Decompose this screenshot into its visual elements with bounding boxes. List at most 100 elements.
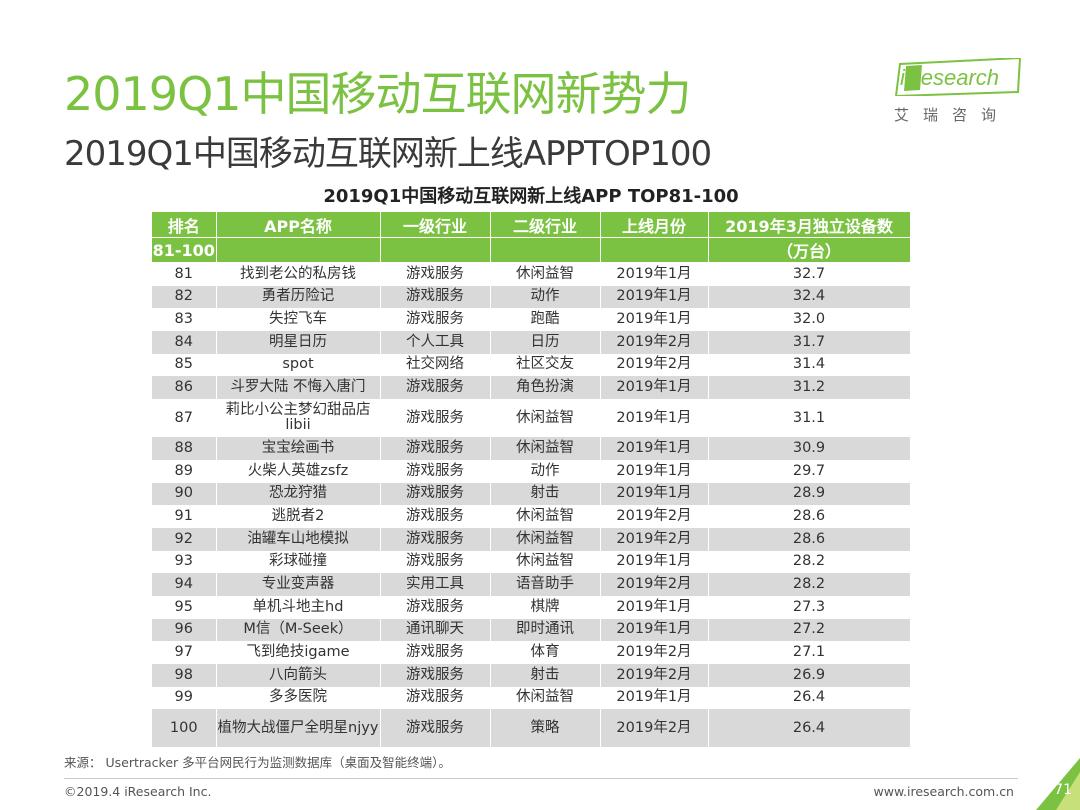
cell-level2: 休闲益智 (490, 505, 601, 528)
table-row: 82 勇者历险记 游戏服务 动作 2019年1月 32.4 (152, 285, 911, 309)
table-row: 83 失控飞车 游戏服务 跑酷 2019年1月 32.0 (152, 308, 911, 332)
header-app-name: APP名称 (216, 212, 381, 238)
header-level1: 一级行业 (380, 212, 491, 238)
cell-level1: 游戏服务 (380, 262, 491, 286)
cell-value: 28.2 (708, 550, 911, 574)
cell-value: 26.4 (708, 686, 911, 710)
cell-name: 专业变声器 (216, 573, 381, 596)
cell-month: 2019年1月 (600, 376, 709, 400)
cell-name: 失控飞车 (216, 308, 381, 332)
cell-value: 27.3 (708, 595, 911, 619)
cell-month: 2019年1月 (600, 595, 709, 619)
cell-name: spot (216, 353, 381, 377)
cell-rank: 87 (152, 399, 217, 438)
cell-month: 2019年1月 (600, 618, 709, 642)
cell-level2: 射击 (490, 482, 601, 506)
cell-value: 31.1 (708, 399, 911, 438)
website-url: www.iresearch.com.cn (873, 784, 1015, 799)
cell-value: 26.4 (708, 709, 911, 748)
cell-rank: 90 (152, 482, 217, 506)
ranking-table: 排名 APP名称 一级行业 二级行业 上线月份 2019年3月独立设备数 81-… (152, 212, 911, 748)
cell-value: 28.2 (708, 573, 911, 596)
cell-value: 32.7 (708, 262, 911, 286)
cell-level2: 策略 (490, 709, 601, 748)
table-row: 91 逃脱者2 游戏服务 休闲益智 2019年2月 28.6 (152, 505, 911, 528)
cell-rank: 91 (152, 505, 217, 528)
cell-level2: 社区交友 (490, 353, 601, 377)
cell-level2: 休闲益智 (490, 399, 601, 438)
cell-level2: 日历 (490, 331, 601, 354)
header-level2: 二级行业 (490, 212, 601, 238)
header-rank-range: 81-100 (152, 237, 217, 263)
cell-level1: 游戏服务 (380, 527, 491, 551)
cell-rank: 94 (152, 573, 217, 596)
cell-month: 2019年2月 (600, 331, 709, 354)
cell-value: 31.2 (708, 376, 911, 400)
cell-month: 2019年1月 (600, 550, 709, 574)
header-unit: （万台） (708, 237, 911, 263)
cell-rank: 92 (152, 527, 217, 551)
cell-rank: 82 (152, 285, 217, 309)
cell-name: 明星日历 (216, 331, 381, 354)
cell-name: 单机斗地主hd (216, 595, 381, 619)
cell-name: 飞到绝技igame (216, 641, 381, 664)
table-row: 98 八向箭头 游戏服务 射击 2019年2月 26.9 (152, 664, 911, 687)
source-note: 来源： Usertracker 多平台网民行为监测数据库（桌面及智能终端）。 (64, 755, 451, 770)
cell-value: 28.6 (708, 527, 911, 551)
cell-rank: 95 (152, 595, 217, 619)
cell-rank: 88 (152, 437, 217, 460)
page-title: 2019Q1中国移动互联网新势力 (64, 67, 692, 121)
cell-name: M信（M-Seek） (216, 618, 381, 642)
table-row: 88 宝宝绘画书 游戏服务 休闲益智 2019年1月 30.9 (152, 437, 911, 460)
cell-level1: 游戏服务 (380, 285, 491, 309)
table-row: 96 M信（M-Seek） 通讯聊天 即时通讯 2019年1月 27.2 (152, 618, 911, 642)
cell-name: 火柴人英雄zsfz (216, 459, 381, 483)
cell-month: 2019年2月 (600, 641, 709, 664)
cell-level1: 游戏服务 (380, 664, 491, 687)
cell-level2: 即时通讯 (490, 618, 601, 642)
cell-level1: 游戏服务 (380, 376, 491, 400)
cell-value: 26.9 (708, 664, 911, 687)
cell-level1: 个人工具 (380, 331, 491, 354)
cell-rank: 96 (152, 618, 217, 642)
cell-month: 2019年2月 (600, 664, 709, 687)
cell-level2: 棋牌 (490, 595, 601, 619)
table-row: 92 油罐车山地模拟 游戏服务 休闲益智 2019年2月 28.6 (152, 527, 911, 551)
cell-rank: 99 (152, 686, 217, 710)
cell-level1: 游戏服务 (380, 550, 491, 574)
cell-month: 2019年1月 (600, 399, 709, 438)
table-row: 100 植物大战僵尸全明星njyy 游戏服务 策略 2019年2月 26.4 (152, 709, 911, 748)
copyright: ©2019.4 iResearch Inc. (64, 784, 212, 799)
cell-month: 2019年1月 (600, 459, 709, 483)
cell-name: 多多医院 (216, 686, 381, 710)
cell-level1: 游戏服务 (380, 308, 491, 332)
cell-level2: 休闲益智 (490, 686, 601, 710)
cell-name: 逃脱者2 (216, 505, 381, 528)
table-row: 94 专业变声器 实用工具 语音助手 2019年2月 28.2 (152, 573, 911, 596)
cell-name: 植物大战僵尸全明星njyy (216, 709, 381, 748)
header-month: 上线月份 (600, 212, 709, 238)
cell-month: 2019年1月 (600, 437, 709, 460)
table-row: 86 斗罗大陆 不悔入唐门 游戏服务 角色扮演 2019年1月 31.2 (152, 376, 911, 400)
table-row: 90 恐龙狩猎 游戏服务 射击 2019年1月 28.9 (152, 482, 911, 506)
table-title: 2019Q1中国移动互联网新上线APP TOP81-100 (323, 186, 739, 207)
cell-value: 28.6 (708, 505, 911, 528)
cell-level2: 体育 (490, 641, 601, 664)
svg-text:iResearch: iResearch (900, 65, 999, 90)
table-row: 84 明星日历 个人工具 日历 2019年2月 31.7 (152, 331, 911, 354)
corner-decoration (1036, 758, 1080, 810)
cell-level2: 动作 (490, 285, 601, 309)
cell-name: 斗罗大陆 不悔入唐门 (216, 376, 381, 400)
cell-month: 2019年2月 (600, 505, 709, 528)
table-row: 97 飞到绝技igame 游戏服务 体育 2019年2月 27.1 (152, 641, 911, 664)
cell-month: 2019年1月 (600, 686, 709, 710)
cell-value: 31.7 (708, 331, 911, 354)
cell-level1: 游戏服务 (380, 505, 491, 528)
cell-rank: 89 (152, 459, 217, 483)
cell-name: 莉比小公主梦幻甜品店libii (216, 399, 381, 438)
cell-name: 八向箭头 (216, 664, 381, 687)
cell-level1: 游戏服务 (380, 709, 491, 748)
cell-month: 2019年1月 (600, 482, 709, 506)
page-number: 71 (1054, 782, 1072, 798)
cell-month: 2019年2月 (600, 353, 709, 377)
